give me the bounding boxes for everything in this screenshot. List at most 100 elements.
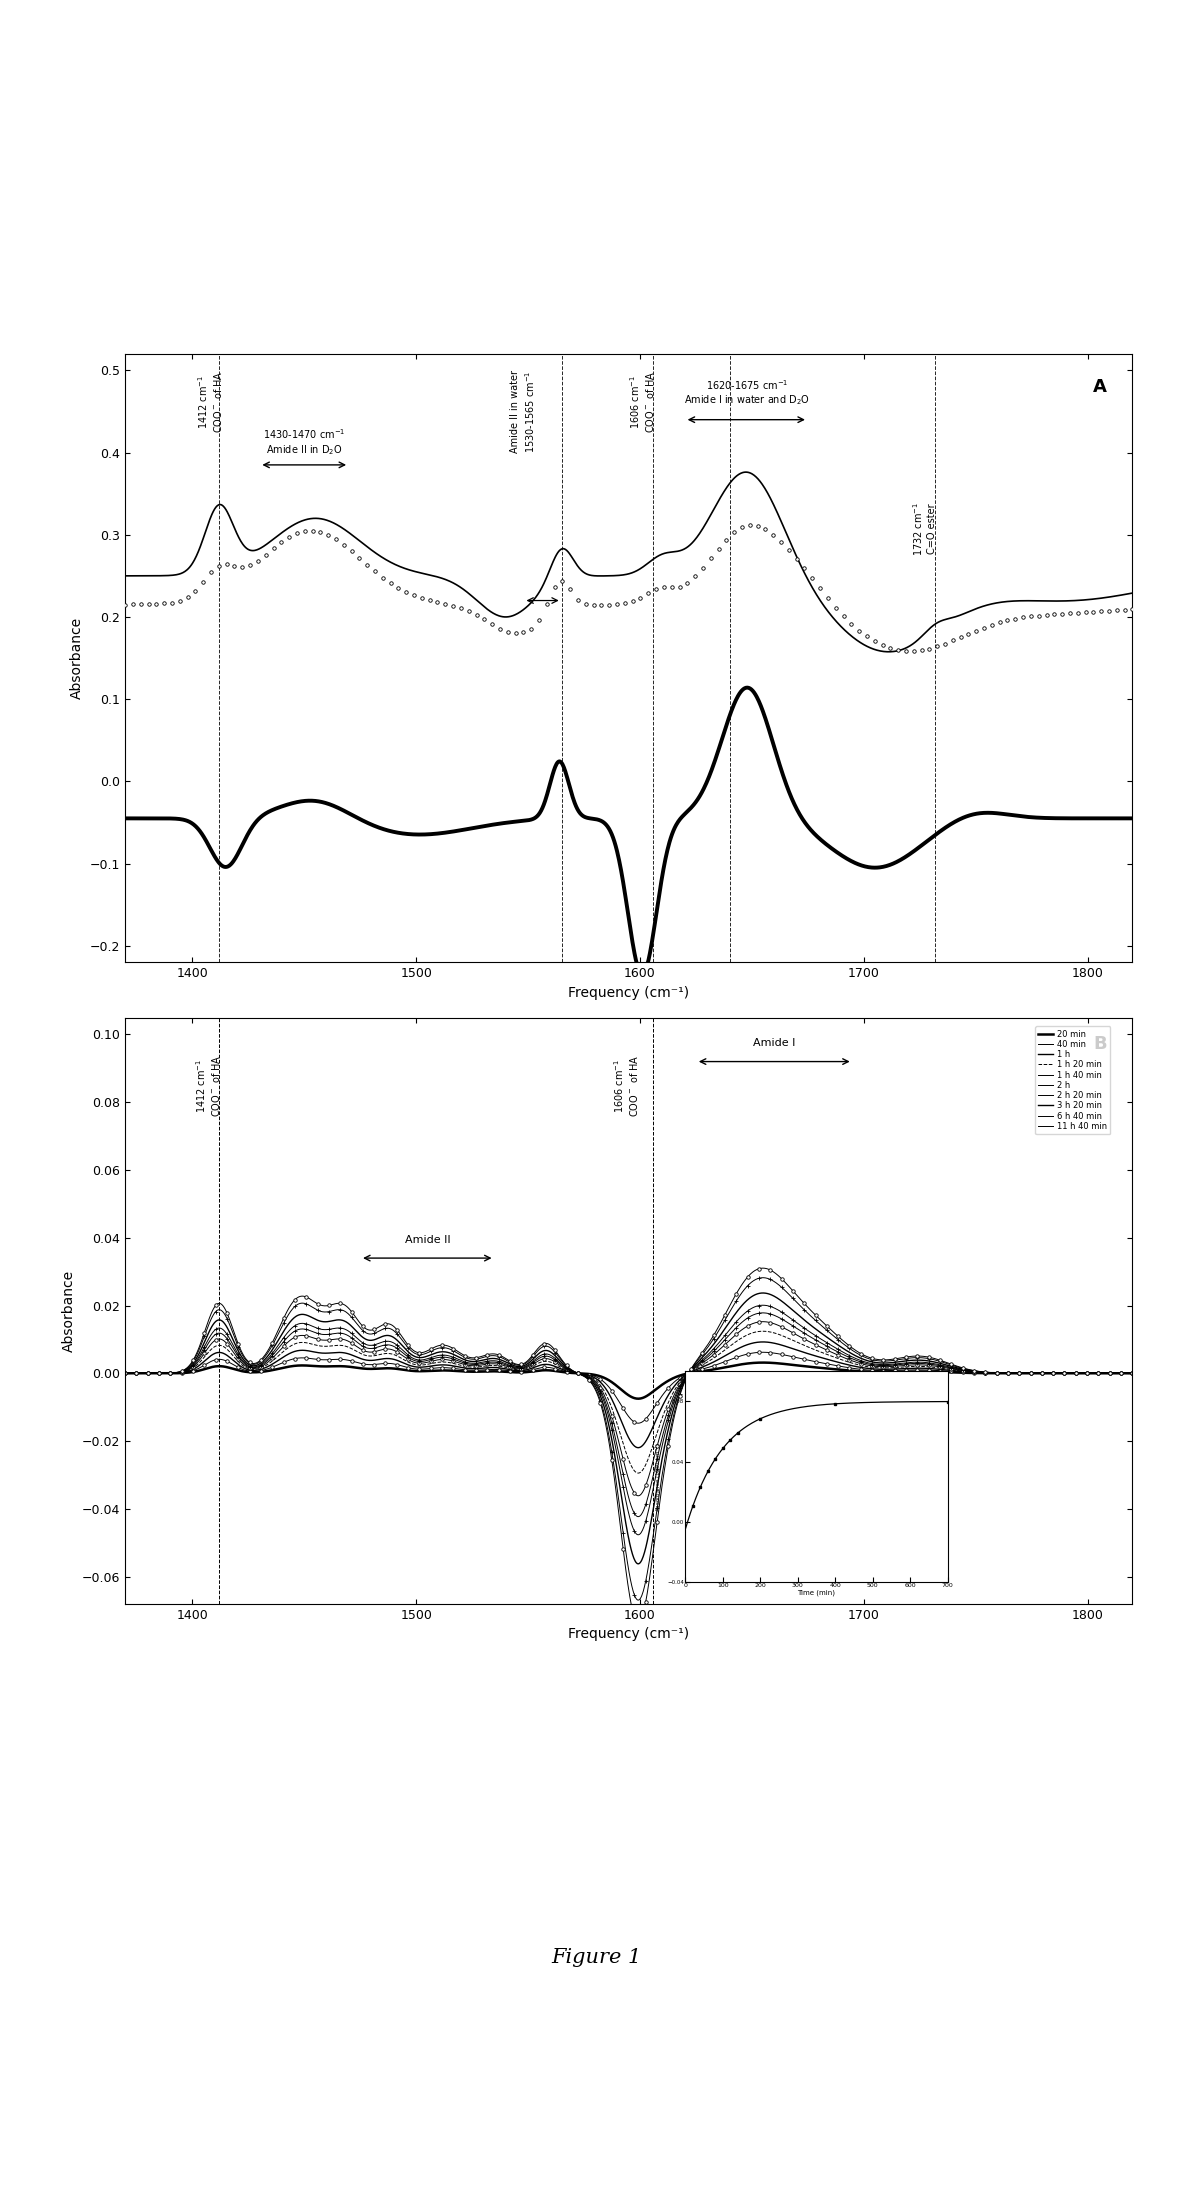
X-axis label: Frequency (cm⁻¹): Frequency (cm⁻¹): [569, 987, 689, 1000]
2 h: [237, 1349, 252, 1376]
2 h 20 min: [632, 1522, 646, 1548]
1 h 40 min: [1125, 1360, 1140, 1387]
3 h 20 min: [546, 1340, 560, 1367]
2 h: [546, 1345, 560, 1371]
3 h 20 min: [756, 1281, 770, 1307]
20 min: [756, 1349, 770, 1376]
11 h 40 min: [632, 1610, 646, 1637]
1 h 40 min: [756, 1307, 770, 1334]
Line: 1 h 20 min: 1 h 20 min: [125, 1332, 1132, 1473]
20 min: [195, 1356, 210, 1382]
Text: B: B: [1093, 1035, 1107, 1053]
1 h 20 min: [566, 1358, 581, 1385]
1 h: [118, 1360, 132, 1387]
11 h 40 min: [756, 1254, 770, 1281]
20 min: [566, 1360, 581, 1387]
2 h 20 min: [584, 1367, 598, 1394]
40 min: [546, 1354, 560, 1380]
20 min: [237, 1358, 252, 1385]
1 h 40 min: [237, 1352, 252, 1378]
3 h 20 min: [118, 1360, 132, 1387]
1 h 40 min: [546, 1347, 560, 1374]
6 h 40 min: [756, 1265, 770, 1292]
2 h 20 min: [566, 1358, 581, 1385]
Line: 1 h: 1 h: [125, 1343, 1132, 1447]
X-axis label: Frequency (cm⁻¹): Frequency (cm⁻¹): [569, 1628, 689, 1641]
20 min: [584, 1360, 598, 1387]
1 h: [691, 1356, 706, 1382]
3 h 20 min: [584, 1367, 598, 1394]
Text: Amide II: Amide II: [404, 1234, 451, 1245]
2 h 20 min: [756, 1292, 770, 1318]
11 h 40 min: [195, 1323, 210, 1349]
2 h: [691, 1352, 706, 1378]
1 h 20 min: [237, 1354, 252, 1380]
Text: 1412 cm$^{-1}$
COO$^-$ of HA: 1412 cm$^{-1}$ COO$^-$ of HA: [194, 1055, 222, 1117]
X-axis label: Time (min): Time (min): [797, 1590, 836, 1595]
1 h: [756, 1329, 770, 1356]
Line: 2 h 20 min: 2 h 20 min: [125, 1305, 1132, 1535]
3 h 20 min: [566, 1358, 581, 1385]
2 h 20 min: [237, 1349, 252, 1376]
40 min: [195, 1352, 210, 1378]
40 min: [756, 1338, 770, 1365]
2 h 20 min: [118, 1360, 132, 1387]
Legend: 20 min, 40 min, 1 h, 1 h 20 min, 1 h 40 min, 2 h, 2 h 20 min, 3 h 20 min, 6 h 40: 20 min, 40 min, 1 h, 1 h 20 min, 1 h 40 …: [1035, 1026, 1110, 1135]
40 min: [566, 1360, 581, 1387]
11 h 40 min: [1125, 1360, 1140, 1387]
1 h 40 min: [195, 1343, 210, 1369]
11 h 40 min: [691, 1345, 706, 1371]
6 h 40 min: [195, 1327, 210, 1354]
Line: 6 h 40 min: 6 h 40 min: [125, 1279, 1132, 1599]
Text: 1620-1675 cm$^{-1}$
Amide I in water and D$_2$O: 1620-1675 cm$^{-1}$ Amide I in water and…: [684, 378, 811, 407]
40 min: [237, 1356, 252, 1382]
40 min: [118, 1360, 132, 1387]
3 h 20 min: [237, 1347, 252, 1374]
1 h: [1125, 1360, 1140, 1387]
2 h: [756, 1301, 770, 1327]
3 h 20 min: [195, 1332, 210, 1358]
20 min: [632, 1385, 646, 1411]
Text: 1412 cm$^{-1}$
COO$^-$ of HA: 1412 cm$^{-1}$ COO$^-$ of HA: [197, 369, 224, 434]
1 h: [195, 1349, 210, 1376]
11 h 40 min: [237, 1343, 252, 1369]
20 min: [691, 1358, 706, 1385]
Line: 40 min: 40 min: [125, 1352, 1132, 1422]
3 h 20 min: [1125, 1360, 1140, 1387]
2 h 20 min: [691, 1349, 706, 1376]
Text: Figure 1: Figure 1: [551, 1949, 641, 1966]
6 h 40 min: [584, 1369, 598, 1396]
6 h 40 min: [546, 1336, 560, 1363]
Line: 3 h 20 min: 3 h 20 min: [125, 1294, 1132, 1564]
6 h 40 min: [1125, 1360, 1140, 1387]
1 h 20 min: [195, 1345, 210, 1371]
3 h 20 min: [632, 1551, 646, 1577]
Text: 1606 cm$^{-1}$
COO$^-$ of HA: 1606 cm$^{-1}$ COO$^-$ of HA: [613, 1055, 640, 1117]
Line: 20 min: 20 min: [125, 1363, 1132, 1398]
1 h 40 min: [118, 1360, 132, 1387]
1 h 40 min: [632, 1482, 646, 1509]
1 h 20 min: [632, 1460, 646, 1486]
1 h 20 min: [546, 1349, 560, 1376]
20 min: [118, 1360, 132, 1387]
1 h: [632, 1433, 646, 1460]
2 h: [566, 1358, 581, 1385]
1 h 20 min: [118, 1360, 132, 1387]
11 h 40 min: [566, 1358, 581, 1385]
2 h: [584, 1365, 598, 1391]
Text: A: A: [1093, 378, 1107, 396]
11 h 40 min: [118, 1360, 132, 1387]
2 h 20 min: [195, 1336, 210, 1363]
6 h 40 min: [566, 1358, 581, 1385]
Text: 1732 cm$^{-1}$
C=O ester: 1732 cm$^{-1}$ C=O ester: [912, 502, 937, 555]
Line: 2 h: 2 h: [125, 1314, 1132, 1517]
11 h 40 min: [584, 1369, 598, 1396]
20 min: [546, 1358, 560, 1385]
40 min: [632, 1409, 646, 1436]
Y-axis label: Absorbance: Absorbance: [70, 617, 85, 699]
6 h 40 min: [691, 1345, 706, 1371]
2 h: [632, 1504, 646, 1531]
2 h 20 min: [546, 1343, 560, 1369]
6 h 40 min: [118, 1360, 132, 1387]
6 h 40 min: [632, 1586, 646, 1613]
